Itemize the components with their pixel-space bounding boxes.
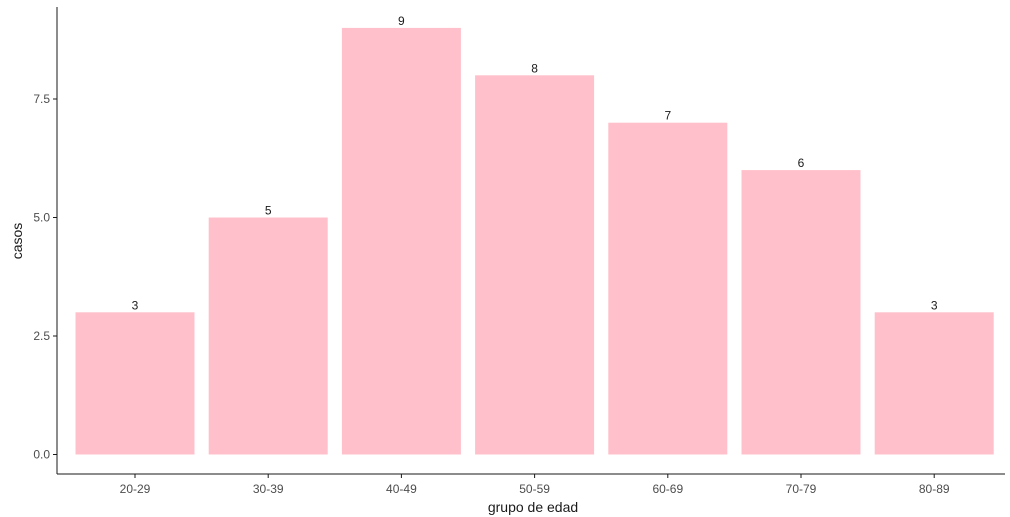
bar-70-79: [741, 170, 861, 455]
bar-80-89: [874, 312, 994, 455]
data-label-20-29: 3: [132, 298, 139, 312]
x-tick-label-50-59: 50-59: [519, 482, 550, 496]
x-tick-label-60-69: 60-69: [652, 482, 683, 496]
x-tick-label-80-89: 80-89: [919, 482, 950, 496]
data-label-50-59: 8: [531, 61, 538, 75]
y-tick-label-0.0: 0.0: [33, 448, 50, 462]
data-label-70-79: 6: [798, 156, 805, 170]
data-label-40-49: 9: [398, 14, 405, 28]
bars-layer: [75, 27, 994, 455]
data-label-60-69: 7: [664, 109, 671, 123]
x-tick-label-20-29: 20-29: [120, 482, 151, 496]
data-label-80-89: 3: [931, 298, 938, 312]
y-axis-ticks: 0.0 2.5 5.0 7.5: [33, 92, 57, 462]
data-label-30-39: 5: [265, 204, 272, 218]
x-tick-label-40-49: 40-49: [386, 482, 417, 496]
x-tick-label-70-79: 70-79: [786, 482, 817, 496]
bar-20-29: [75, 312, 195, 455]
y-tick-label-2.5: 2.5: [33, 329, 50, 343]
bar-40-49: [341, 27, 461, 455]
y-tick-label-7.5: 7.5: [33, 92, 50, 106]
bar-50-59: [475, 75, 595, 455]
x-tick-label-30-39: 30-39: [253, 482, 284, 496]
x-axis-title: grupo de edad: [488, 499, 578, 515]
data-labels-layer: 3 5 9 8 7 6 3: [132, 14, 938, 312]
x-axis-ticks: 20-29 30-39 40-49 50-59 60-69 70-79 80-89: [120, 474, 950, 496]
bar-30-39: [208, 217, 328, 455]
bar-60-69: [608, 122, 728, 455]
y-tick-label-5.0: 5.0: [33, 211, 50, 225]
y-axis-title: casos: [9, 223, 25, 260]
